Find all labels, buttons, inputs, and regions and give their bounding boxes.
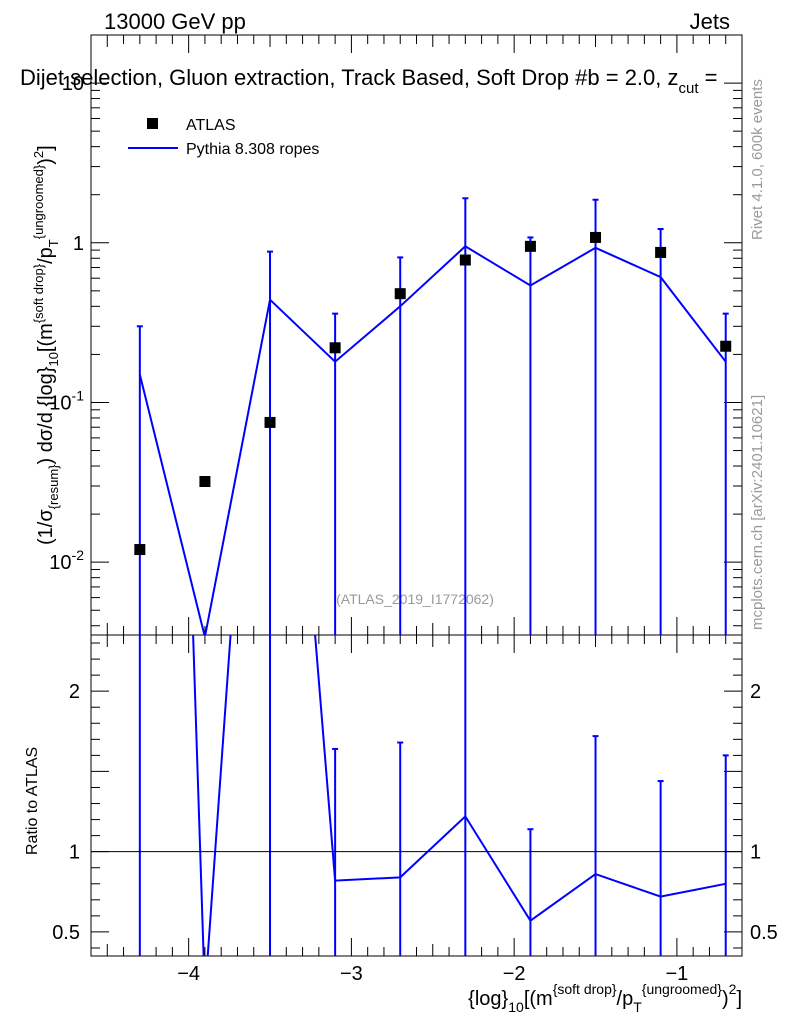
main-y-tick-label: 1 [73,233,84,255]
legend-atlas-label: ATLAS [186,117,236,134]
x-tick-label: −4 [177,963,200,985]
atlas-data-point [329,342,341,354]
x-axis-label: {log}10[(m{soft drop}/pT{ungroomed})2] [468,981,742,1015]
x-tick-label: −2 [503,963,526,985]
axis-ticks [90,34,743,956]
main-y-tick-label: 10 [62,73,84,95]
plot-title: Dijet selection, Gluon extraction, Track… [20,65,717,97]
ratio-panel-frame [90,634,743,957]
ratio-y-tick-label-right: 2 [750,681,761,703]
atlas-data-point [655,246,667,258]
ratio-y-tick-label-left: 1 [69,842,80,864]
atlas-data-point [394,288,406,300]
main-y-tick-label: 10-1 [49,387,84,414]
atlas-data-point [590,231,602,243]
legend-atlas-marker [147,118,158,129]
atlas-data-point [264,416,276,428]
legend-mc-label: Pythia 8.308 ropes [186,141,319,158]
mcplots-label: mcplots.cern.ch [arXiv:2401.10621] [749,395,766,630]
atlas-data-point [199,476,211,488]
mc-series-line [138,245,727,635]
main-panel-data [134,197,732,635]
ratio-mc-line [192,635,726,956]
atlas-data-point [524,240,536,252]
main-y-tick-label: 10-2 [49,547,84,574]
ratio-y-tick-label-right: 1 [750,842,761,864]
ratio-y-tick-label-left: 0.5 [52,922,80,944]
mc-error-bars [136,197,729,635]
ratio-y-tick-label-right: 0.5 [750,922,778,944]
ratio-panel-data [91,635,742,956]
y-axis-label-ratio: Ratio to ATLAS [24,747,41,855]
y-axis-label-main: (1/σ{resum}) dσ/d {log}10[(m{soft drop}/… [31,145,61,545]
rivet-label: Rivet 4.1.0, 600k events [749,79,766,240]
x-tick-label: −1 [665,963,688,985]
legend: ATLAS Pythia 8.308 ropes [128,117,319,158]
ratio-y-tick-label-left: 2 [69,681,80,703]
atlas-data-point [134,544,146,556]
axis-tick-labels: 10-2 10-1 1 10 0.5 0.5 1 1 2 2 −4 −3 −2 −1 [49,73,778,985]
atlas-data-points [134,231,732,556]
atlas-data-point [720,340,732,352]
analysis-watermark: (ATLAS_2019_I1772062) [336,591,494,607]
energy-label: 13000 GeV pp [104,9,246,34]
atlas-data-point [459,254,471,266]
x-tick-label: −3 [340,963,363,985]
category-label: Jets [690,9,730,34]
